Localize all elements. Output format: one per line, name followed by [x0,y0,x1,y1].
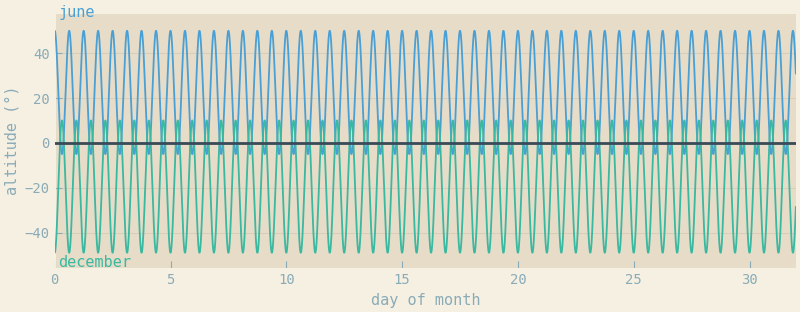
X-axis label: day of month: day of month [370,293,480,308]
Text: december: december [58,255,131,270]
Text: june: june [58,5,94,20]
Y-axis label: altitude (°): altitude (°) [4,86,19,195]
